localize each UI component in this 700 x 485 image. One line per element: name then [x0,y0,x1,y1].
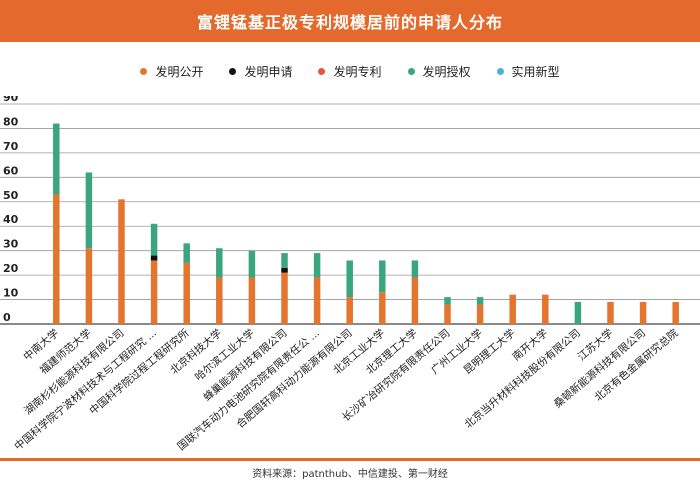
bar-segment-发明申请 [150,255,158,261]
y-tick-label: 50 [3,189,19,202]
chart-title: 富锂锰基正极专利规模居前的申请人分布 [0,0,700,42]
legend-item-发明授权: 发明授权 [407,63,471,80]
bar-segment-发明授权 [216,248,223,278]
y-tick-label: 90 [3,96,19,104]
bar-segment-发明授权 [379,260,386,293]
bar-segment-发明公开 [118,199,125,324]
bar-segment-发明公开 [313,277,321,324]
source-note: 资料来源：patnthub、中信建投、第一财经 [252,469,448,480]
y-tick-label: 70 [3,140,19,153]
legend-label: 发明申请 [244,64,293,79]
bar-segment-发明授权 [85,172,93,249]
y-tick-label: 20 [3,262,19,275]
x-tick-label: 北京当升材料科技股份有限公司 [462,326,583,430]
bar-segment-发明授权 [411,260,419,278]
y-tick-label: 0 [3,311,11,324]
bar-segment-发明公开 [476,304,484,324]
legend-marker [496,67,504,75]
legend-label: 实用新型 [511,64,560,79]
bar-segment-发明公开 [672,302,679,324]
legend-marker [407,67,415,75]
bar-segment-发明公开 [444,304,451,324]
bar-segment-发明授权 [150,223,158,256]
bar-segment-发明公开 [346,297,353,324]
bar-segment-发明公开 [411,277,419,324]
bar-segment-发明公开 [183,262,190,324]
bar-segment-发明申请 [281,267,288,273]
bar-segment-发明公开 [607,302,614,324]
legend-label: 发明公开 [155,64,204,79]
bar-segment-发明公开 [509,294,516,324]
bar-segment-发明授权 [313,253,321,278]
bar-segment-发明授权 [444,297,451,305]
y-tick-label: 40 [3,213,19,226]
y-tick-label: 10 [3,287,19,300]
bar-segment-发明授权 [281,253,288,268]
legend: 发明公开 发明申请 发明专利 发明授权 实用新型 [0,60,700,82]
bar-segment-发明公开 [85,248,93,324]
bar-segment-发明授权 [476,297,484,305]
legend-item-发明公开: 发明公开 [140,63,203,80]
stacked-bar-chart: 0102030405060708090中南大学福建师范大学湖南杉杉能源科技有限公… [0,96,700,451]
legend-label: 发明专利 [333,64,382,79]
bar-segment-发明公开 [53,194,60,324]
legend-marker [140,67,148,75]
legend-marker [229,67,237,75]
bar-segment-发明公开 [281,272,288,324]
legend-item-实用新型: 实用新型 [496,63,560,80]
bar-segment-发明授权 [183,243,190,263]
bar-segment-发明授权 [53,123,60,195]
bar-segment-发明授权 [574,302,582,324]
bar-segment-发明授权 [346,260,353,298]
legend-item-发明申请: 发明申请 [229,63,292,80]
bar-segment-发明公开 [542,294,549,324]
chart-area: 0 10 20 30 40 50 60 70 80 90 中南大学 福建师范大学 湖南杉杉能源科技有限公… [0,96,700,451]
y-tick-label: 30 [3,238,19,251]
bottom-rule [0,458,700,461]
legend-label: 发明授权 [422,64,471,79]
legend-marker [318,67,326,75]
y-tick-label: 80 [3,115,19,128]
bar-segment-发明公开 [216,277,223,324]
bar-segment-发明公开 [248,277,256,324]
bar-segment-发明公开 [150,260,158,324]
legend-item-发明专利: 发明专利 [318,63,382,80]
bar-segment-发明公开 [639,302,647,324]
bar-segment-发明授权 [248,250,256,278]
bar-segment-发明公开 [379,292,386,324]
y-tick-label: 60 [3,164,19,177]
